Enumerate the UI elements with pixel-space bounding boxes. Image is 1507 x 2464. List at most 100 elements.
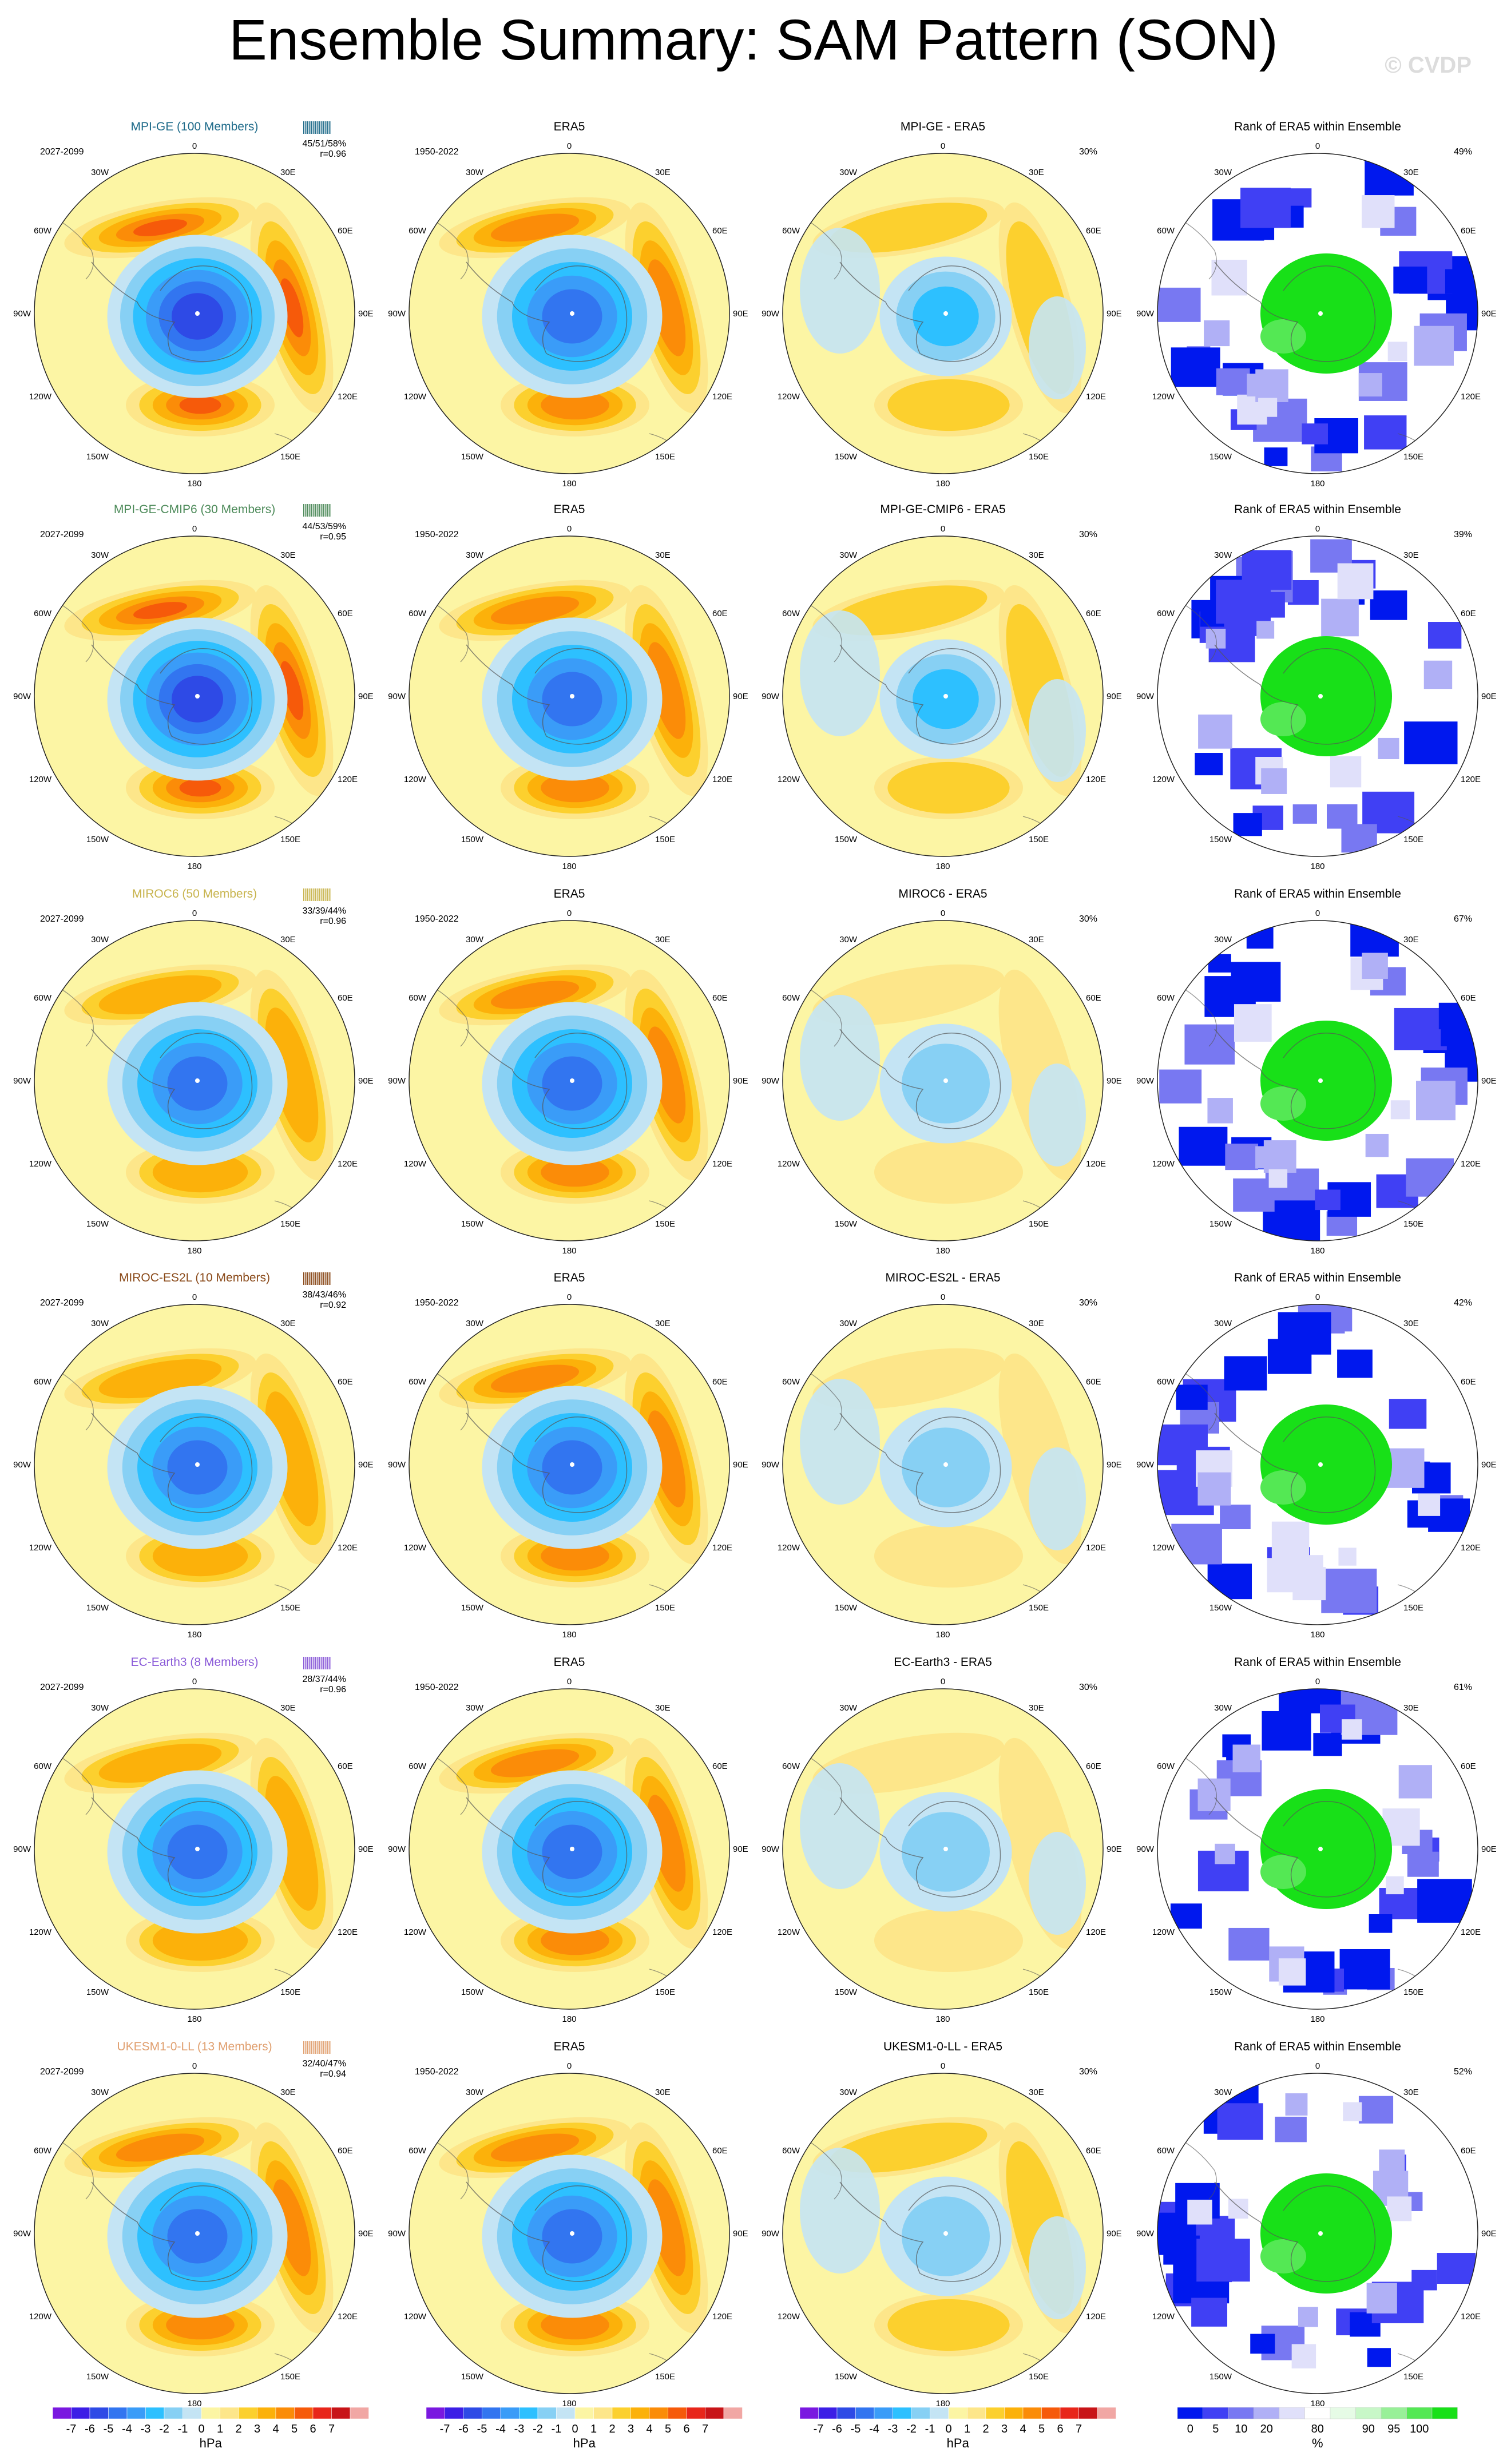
colorbar-swatch <box>893 2407 912 2419</box>
colorbar-tick-label: -4 <box>122 2423 132 2435</box>
positive-lobe-south <box>874 1141 1023 1204</box>
longitude-label-tl: 30W <box>466 550 484 560</box>
longitude-label-tl: 30W <box>466 168 484 177</box>
negative-lobe-east <box>1029 1447 1086 1550</box>
ensemble-spread-tick <box>313 1272 315 1285</box>
rank-cell-low <box>1262 1711 1311 1751</box>
colorbar-unit: hPa <box>573 2436 596 2450</box>
positive-lobe-north <box>116 2133 205 2162</box>
ensemble-spread-tick <box>311 888 312 901</box>
colorbar-tick-label: 7 <box>1076 2423 1082 2435</box>
negative-lobe-west <box>800 1763 880 1889</box>
colorbar-swatch <box>1431 2407 1458 2419</box>
longitude-label-br: 150E <box>1403 1219 1423 1229</box>
longitude-label-left_upper: 60W <box>1157 1761 1175 1771</box>
pattern-stat: 30% <box>1079 147 1097 157</box>
longitude-label-right_lower: 120E <box>712 1543 732 1553</box>
colorbar-swatch <box>612 2407 631 2419</box>
longitude-label-br: 150E <box>655 452 675 462</box>
pattern-correlation: r=0.96 <box>320 149 346 159</box>
map-boundary <box>409 920 730 1241</box>
longitude-label-left_lower: 120W <box>778 2312 800 2322</box>
pattern-stat: 30% <box>1079 914 1097 924</box>
longitude-label-left_mid: 90W <box>388 1076 406 1086</box>
ensemble-spread-tick <box>325 121 327 134</box>
longitude-label-br: 150E <box>655 1987 675 1997</box>
pattern-stat: 52% <box>1454 2067 1472 2077</box>
ensemble-spread-tick <box>309 121 311 134</box>
map-field <box>1157 1689 1478 2009</box>
colorbar-swatch <box>723 2407 743 2419</box>
positive-lobe-north <box>490 1749 580 1777</box>
longitude-label-left_upper: 60W <box>34 1761 52 1771</box>
map-field <box>783 920 1103 1241</box>
ensemble-spread-tick <box>321 1272 323 1285</box>
longitude-label-bl: 150W <box>461 2372 484 2382</box>
antarctica-outline <box>466 1797 628 1898</box>
longitude-label-right_upper: 60E <box>1461 1377 1476 1387</box>
longitude-label-left_upper: 60W <box>409 993 427 1003</box>
longitude-label-left_lower: 120W <box>778 392 800 402</box>
panel-title: ERA5 <box>554 887 585 900</box>
longitude-label-left_mid: 90W <box>1136 2229 1155 2239</box>
colorbar-swatch <box>630 2407 650 2419</box>
ensemble-spread-tick <box>325 504 327 517</box>
negative-lobe-east <box>1029 296 1086 399</box>
south-pole-marker <box>570 2231 574 2236</box>
longitude-label-br: 150E <box>280 2372 300 2382</box>
panel-row1-model: MPI-GE (100 Members) 0 180 60W 90W 120W 60E 90E… <box>13 120 374 489</box>
longitude-label-tl: 30W <box>466 1703 484 1713</box>
longitude-label-tr: 30E <box>1029 550 1044 560</box>
longitude-label-right_upper: 60E <box>1086 609 1101 618</box>
ensemble-spread-tick <box>329 1272 331 1285</box>
panel-row3-rank: Rank of ERA5 within Ensemble 0 180 60W 90W 12… <box>1136 887 1497 1256</box>
colorbar-swatch <box>1355 2407 1382 2419</box>
longitude-label-right_upper: 60E <box>1461 993 1476 1003</box>
longitude-label-right_mid: 90E <box>1481 1844 1497 1854</box>
map-field <box>409 1304 729 1625</box>
period-label: 2027-2099 <box>40 1683 84 1692</box>
panel-title: MPI-GE - ERA5 <box>901 120 985 133</box>
rank-cell-low <box>1217 2103 1263 2140</box>
map-field <box>409 2073 729 2394</box>
colorbar-swatch <box>164 2407 183 2419</box>
antarctica-outline <box>466 1412 628 1513</box>
longitude-label-bl: 150W <box>461 835 484 844</box>
longitude-label-left_lower: 120W <box>1152 1927 1175 1937</box>
longitude-label-br: 150E <box>280 1987 300 1997</box>
map-field <box>1157 1304 1478 1625</box>
antarctica-outline <box>91 2181 253 2282</box>
south-america-outline <box>1174 216 1217 280</box>
panel-row5-model: EC-Earth3 (8 Members) 0 180 60W 90W 120W 60E 90… <box>13 1656 374 2024</box>
positive-lobe-north <box>490 981 580 1009</box>
ensemble-spread-tick <box>327 1657 328 1669</box>
longitude-label-left_mid: 90W <box>762 1460 780 1470</box>
positive-lobe-east <box>647 2179 686 2276</box>
ensemble-spread-tick <box>313 888 315 901</box>
positive-lobe-north <box>98 1743 222 1783</box>
longitude-label-top: 0 <box>941 141 945 151</box>
colorbar-swatch <box>874 2407 893 2419</box>
rank-cell-low <box>1196 2239 1250 2282</box>
longitude-label-tl: 30W <box>1214 935 1232 945</box>
colorbar-tick-label: 6 <box>1057 2423 1063 2435</box>
map-boundary <box>782 920 1104 1241</box>
colorbar-tick-label: -6 <box>85 2423 95 2435</box>
colorbar-swatch <box>1330 2407 1356 2419</box>
ensemble-spread-tick <box>315 504 316 517</box>
colorbar-swatch <box>1177 2407 1203 2419</box>
colorbar-tick-label: 1 <box>590 2423 597 2435</box>
longitude-label-right_mid: 90E <box>733 1460 748 1470</box>
positive-lobe-east <box>647 1410 686 1507</box>
map-field <box>1157 920 1478 1241</box>
colorbar-swatch <box>930 2407 949 2419</box>
rank-cell-low <box>1207 1564 1252 1600</box>
longitude-label-br: 150E <box>1403 1987 1423 1997</box>
rank-cell-low <box>1208 954 1231 973</box>
negative-lobe-west <box>800 1379 880 1505</box>
rank-cap-high <box>1260 2173 1392 2294</box>
colorbar-swatch <box>799 2407 819 2419</box>
longitude-label-bl: 150W <box>835 2372 858 2382</box>
colorbar-tick-label: -3 <box>141 2423 151 2435</box>
map-field <box>409 920 729 1241</box>
